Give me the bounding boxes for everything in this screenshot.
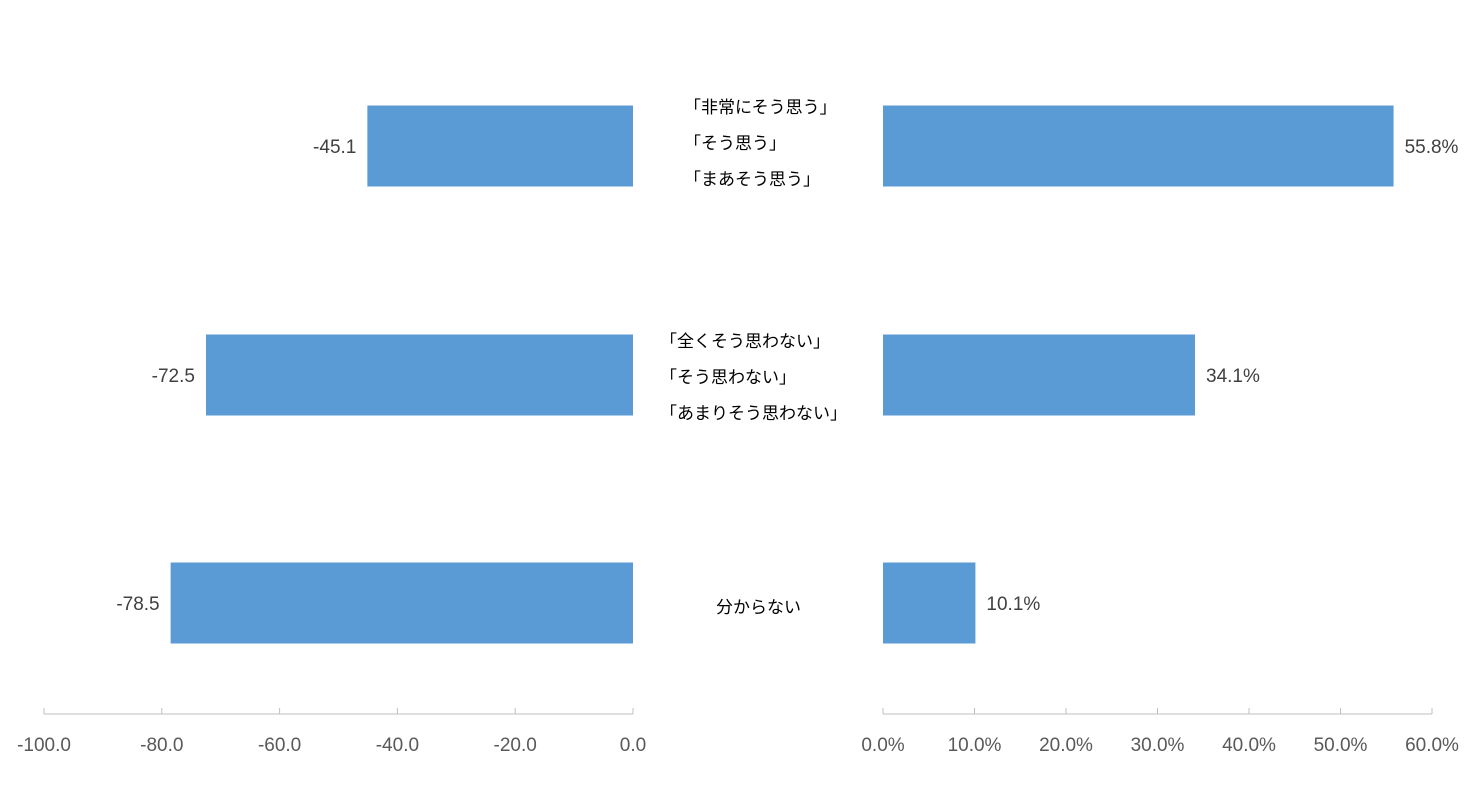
right-bar-value-label: 10.1% xyxy=(986,594,1040,615)
right-axis-tick-label: 60.0% xyxy=(1405,735,1459,756)
left-axis-tick-label: -60.0 xyxy=(258,735,301,756)
category-label-agree-line-2: 「そう思う」 xyxy=(684,134,786,154)
left-axis-tick-label: 0.0 xyxy=(620,735,646,756)
right-axis-tick-label: 50.0% xyxy=(1314,735,1368,756)
left-bar xyxy=(170,562,633,644)
right-bar-value-label: 55.8% xyxy=(1405,137,1459,158)
right-axis-tick-label: 30.0% xyxy=(1131,735,1185,756)
right-axis-tick-label: 40.0% xyxy=(1222,735,1276,756)
left-bar-value-label: -78.5 xyxy=(116,594,159,615)
right-bar xyxy=(883,105,1394,187)
left-axis-tick-label: -100.0 xyxy=(17,735,71,756)
right-bar-panel: 0.0% 10.0% 20.0% 30.0% 40.0% 50.0% 60.0% 55.8% 3… xyxy=(861,105,1459,756)
right-axis-tick-label: 20.0% xyxy=(1039,735,1093,756)
category-label-disagree-line-3: 「あまりそう思わない」 xyxy=(660,404,847,424)
category-label-agree-line-3: 「まあそう思う」 xyxy=(684,170,820,190)
left-bar xyxy=(367,105,633,187)
right-bar xyxy=(883,562,976,644)
right-axis-tick-label: 10.0% xyxy=(948,735,1002,756)
category-label-disagree-line-1: 「全くそう思わない」 xyxy=(660,332,830,352)
right-bar xyxy=(883,334,1196,416)
left-axis-tick-label: -80.0 xyxy=(140,735,183,756)
right-axis-tick-label: 0.0% xyxy=(861,735,904,756)
left-bar-value-label: -45.1 xyxy=(313,137,356,158)
category-label-agree-line-1: 「非常にそう思う」 xyxy=(684,98,837,118)
category-label-disagree-line-2: 「そう思わない」 xyxy=(660,368,796,388)
right-bar-value-label: 34.1% xyxy=(1206,366,1260,387)
left-bar-value-label: -72.5 xyxy=(152,366,195,387)
left-axis-tick-label: -20.0 xyxy=(494,735,537,756)
left-axis-tick-label: -40.0 xyxy=(376,735,419,756)
left-bar xyxy=(205,334,633,416)
left-bar-panel: -100.0 -80.0 -60.0 -40.0 -20.0 0.0 -45.1 -72.5 -… xyxy=(17,105,646,756)
category-label-unknown: 分からない xyxy=(716,598,801,618)
